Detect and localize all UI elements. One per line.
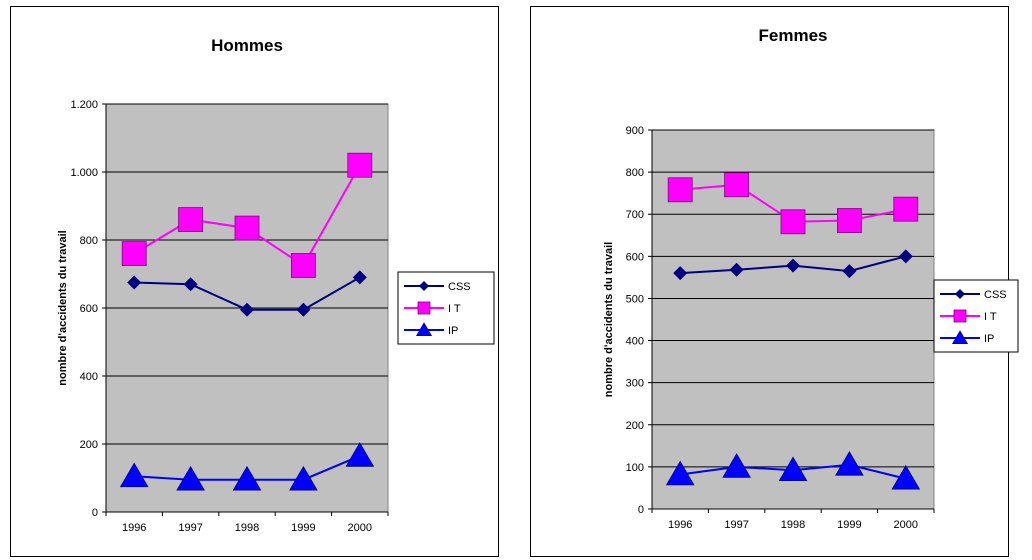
- chart0-series-2: [119, 442, 375, 491]
- chart1-data-point: [722, 453, 751, 478]
- chart1-data-point: [724, 172, 750, 198]
- chart0-data-point: [290, 253, 316, 278]
- chart0-data-point: [127, 275, 142, 290]
- chart0-data-point: [119, 462, 149, 488]
- chart0-xtick-label: 1999: [291, 522, 315, 534]
- chart0-legend-label: CSS: [448, 281, 471, 293]
- chart0-series-0: [127, 270, 367, 317]
- chart0-legend-label: I T: [448, 303, 461, 315]
- chart0-data-point: [183, 277, 198, 292]
- chart1-data-point: [786, 258, 800, 273]
- chart0-data-point: [178, 207, 204, 233]
- chart0-ytick-label: 1.200: [70, 99, 98, 111]
- chart1-legend-marker: [953, 309, 967, 323]
- chart0-title: Hommes: [211, 36, 283, 55]
- chart1-xtick-label: 1997: [724, 519, 748, 531]
- chart1-title: Femmes: [759, 26, 828, 45]
- chart-hommes-svg: Hommes 0 200 400 600 800 1.000 1.200 1996 1997 199…: [10, 6, 499, 557]
- chart0-data-point: [234, 215, 260, 241]
- chart1-xtick-label: 2000: [894, 519, 918, 531]
- chart1-data-point: [842, 264, 857, 279]
- chart0-ytick-label: 400: [80, 371, 98, 383]
- chart0-data-point: [289, 465, 318, 491]
- chart1-data-point: [780, 209, 806, 235]
- chart1-data-point: [898, 249, 913, 264]
- chart1-data-point: [835, 450, 864, 476]
- chart0-xtick-label: 1996: [122, 522, 146, 534]
- chart0-data-point: [176, 465, 205, 491]
- chart1-data-point: [778, 456, 808, 482]
- chart0-legend-marker: [419, 281, 429, 291]
- chart1-ytick-label: 900: [626, 125, 644, 137]
- chart0-data-point: [240, 302, 254, 317]
- chart0-legend-marker: [415, 322, 433, 337]
- chart0-legend-marker: [417, 301, 431, 315]
- chart1-ytick-label: 400: [626, 336, 644, 348]
- chart1-data-point: [891, 464, 921, 490]
- chart0-data-point: [345, 442, 375, 467]
- chart0-ytick-label: 800: [80, 235, 98, 247]
- chart1-data-point: [836, 208, 862, 233]
- chart1-xtick-label: 1998: [781, 519, 805, 531]
- chart1-data-point: [665, 460, 695, 486]
- chart0-ytick-label: 1.000: [70, 167, 98, 179]
- chart1-ytick-label: 300: [626, 378, 644, 390]
- chart1-data-point: [729, 262, 744, 277]
- chart0-series-1: [121, 152, 373, 278]
- chart0-data-point: [347, 152, 373, 178]
- chart1-ytick-label: 500: [626, 293, 644, 305]
- chart1-plot-area: [651, 129, 935, 510]
- chart1-legend-marker: [951, 330, 969, 345]
- chart0-legend: CSS I T IP: [397, 271, 495, 345]
- chart1-legend-label: IP: [984, 333, 994, 345]
- chart-femmes: Femmes 0 100 200 300 400 500 600 700 800 900 1996 19…: [530, 0, 1030, 558]
- chart1-ytick-label: 600: [626, 251, 644, 263]
- chart0-legend-label: IP: [448, 325, 458, 337]
- chart1-ytick-label: 700: [626, 209, 644, 221]
- chart1-data-point: [893, 196, 919, 222]
- chart0-xtick-label: 1998: [235, 522, 259, 534]
- chart-hommes: Hommes 0 200 400 600 800 1.000 1.200 1996 1997 199…: [10, 0, 510, 558]
- chart1-series-2: [665, 450, 921, 490]
- chart1-xtick-label: 1999: [837, 519, 861, 531]
- chart0-xtick-label: 1997: [178, 522, 202, 534]
- chart0-ytick-label: 200: [80, 439, 98, 451]
- chart0-ylabel: nombre d'accidents du travail: [57, 230, 69, 385]
- chart1-legend-marker: [955, 289, 965, 299]
- chart1-ytick-label: 200: [626, 420, 644, 432]
- chart1-legend: CSS I T IP: [933, 279, 1019, 353]
- chart1-ytick-label: 800: [626, 167, 644, 179]
- chart0-xtick-label: 2000: [348, 522, 372, 534]
- chart1-ytick-label: 100: [626, 462, 644, 474]
- chart1-legend-label: CSS: [984, 289, 1007, 301]
- chart0-ytick-label: 600: [80, 303, 98, 315]
- chart1-ylabel: nombre d'accidents du travail: [603, 242, 615, 397]
- chart-femmes-svg: Femmes 0 100 200 300 400 500 600 700 800 900 1996 19…: [530, 6, 1019, 557]
- chart1-data-point: [667, 177, 693, 203]
- chart0-data-point: [232, 465, 262, 491]
- chart0-data-point: [296, 302, 311, 317]
- chart1-legend-label: I T: [984, 311, 997, 323]
- chart1-data-point: [673, 266, 688, 281]
- chart1-xtick-label: 1996: [668, 519, 692, 531]
- chart0-data-point: [352, 270, 367, 285]
- chart0-ytick-label: 0: [92, 507, 98, 519]
- chart1-ytick-label: 0: [638, 504, 644, 516]
- chart0-data-point: [121, 241, 147, 267]
- chart1-series-1: [667, 172, 919, 235]
- chart1-series-0: [673, 249, 913, 281]
